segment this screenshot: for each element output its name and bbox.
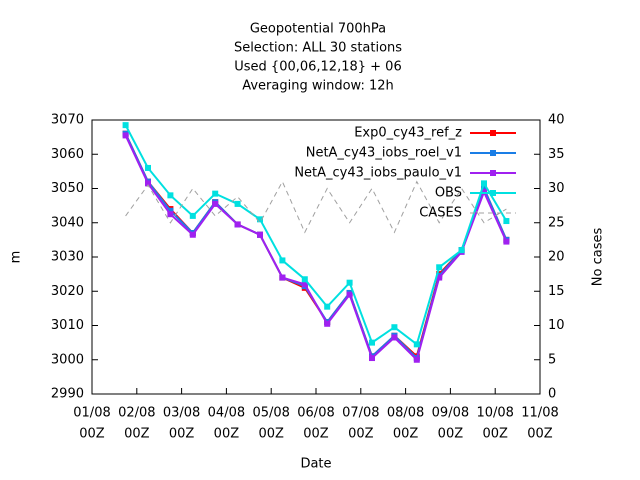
legend-marker <box>490 190 496 196</box>
y-tick-label: 3040 <box>51 215 84 230</box>
legend-label: NetA_cy43_iobs_roel_v1 <box>306 146 462 161</box>
legend-label: CASES <box>419 206 462 221</box>
y-tick-label: 3060 <box>51 147 84 162</box>
data-point <box>413 341 420 348</box>
data-point <box>279 274 286 281</box>
chart-title: Averaging window: 12h <box>242 79 394 94</box>
legend-marker <box>490 130 496 136</box>
y2-tick-label: 15 <box>548 284 565 299</box>
y2-tick-label: 0 <box>548 387 556 402</box>
y2-tick-label: 25 <box>548 215 565 230</box>
y-tick-label: 3070 <box>51 113 84 128</box>
x-tick-label: 00Z <box>348 427 374 442</box>
data-point <box>145 180 151 187</box>
legend-label: Exp0_cy43_ref_z <box>354 126 462 141</box>
data-point <box>122 122 129 129</box>
x-tick-label: 00Z <box>303 427 329 442</box>
x-tick-label: 03/08 <box>163 406 200 421</box>
data-point <box>324 320 331 327</box>
y-tick-label: 3020 <box>51 284 84 299</box>
x-tick-label: 07/08 <box>342 406 379 421</box>
x-tick-label: 01/08 <box>73 406 110 421</box>
y2-tick-label: 10 <box>548 318 565 333</box>
series-line <box>124 124 508 347</box>
legend-label: NetA_cy43_iobs_paulo_v1 <box>294 166 462 181</box>
x-tick-label: 00Z <box>79 427 105 442</box>
data-point <box>481 188 487 195</box>
y-tick-label: 2990 <box>51 387 84 402</box>
legend-marker <box>490 150 496 156</box>
y-tick-label: 3000 <box>51 352 84 367</box>
data-point <box>369 355 375 362</box>
data-point <box>257 231 263 238</box>
x-axis-label: Date <box>300 457 331 472</box>
data-point <box>481 185 487 192</box>
x-tick-label: 02/08 <box>118 406 155 421</box>
y2-tick-label: 30 <box>548 181 565 196</box>
data-point <box>234 221 241 228</box>
data-point <box>212 200 219 207</box>
data-point <box>167 207 174 214</box>
y2-tick-label: 40 <box>548 113 565 128</box>
data-point <box>391 334 398 341</box>
x-tick-label: 00Z <box>169 427 195 442</box>
x-tick-label: 08/08 <box>387 406 424 421</box>
chart-title: Used {00,06,12,18} + 06 <box>234 60 401 75</box>
data-point <box>346 279 353 286</box>
data-point <box>346 291 353 298</box>
x-tick-label: 00Z <box>124 427 150 442</box>
y2-axis-label: No cases <box>591 228 606 287</box>
x-tick-label: 09/08 <box>432 406 469 421</box>
data-point <box>122 132 129 139</box>
plot-frame <box>91 119 541 395</box>
data-point <box>212 190 219 197</box>
series-line <box>125 180 507 234</box>
y-tick-label: 3050 <box>51 181 84 196</box>
data-point <box>301 281 308 288</box>
x-tick-label: 00Z <box>214 427 240 442</box>
y2-tick-label: 35 <box>548 147 565 162</box>
data-point <box>391 324 398 331</box>
data-point <box>503 218 510 225</box>
data-point <box>167 192 174 199</box>
legend-label: OBS <box>435 186 462 201</box>
x-tick-label: 06/08 <box>297 406 334 421</box>
data-point <box>369 339 375 346</box>
x-tick-label: 11/08 <box>521 406 558 421</box>
x-tick-label: 00Z <box>258 427 284 442</box>
x-tick-label: 00Z <box>438 427 464 442</box>
data-point <box>503 238 510 245</box>
data-point <box>189 231 196 238</box>
data-point <box>189 212 196 219</box>
data-point <box>301 276 308 283</box>
series-line <box>124 134 508 362</box>
x-tick-label: 00Z <box>482 427 508 442</box>
data-point <box>413 356 420 363</box>
data-point <box>167 211 174 218</box>
legend-marker <box>490 170 496 176</box>
data-point <box>436 264 443 271</box>
x-tick-label: 00Z <box>393 427 419 442</box>
y-tick-label: 3030 <box>51 250 84 265</box>
x-tick-label: 00Z <box>527 427 553 442</box>
y-axis-label: m <box>9 251 24 264</box>
data-point <box>279 257 286 264</box>
data-point <box>257 216 263 223</box>
data-point <box>481 180 487 187</box>
x-tick-label: 05/08 <box>252 406 289 421</box>
data-point <box>436 274 443 281</box>
x-tick-label: 04/08 <box>208 406 245 421</box>
chart-title: Geopotential 700hPa <box>250 22 386 37</box>
data-point <box>234 200 241 207</box>
y-tick-label: 3010 <box>51 318 84 333</box>
chart-title: Selection: ALL 30 stations <box>234 41 402 56</box>
data-point <box>145 164 151 171</box>
y2-tick-label: 20 <box>548 250 565 265</box>
data-point <box>324 303 331 310</box>
x-tick-label: 10/08 <box>476 406 513 421</box>
data-point <box>458 247 465 254</box>
y2-tick-label: 5 <box>548 352 556 367</box>
